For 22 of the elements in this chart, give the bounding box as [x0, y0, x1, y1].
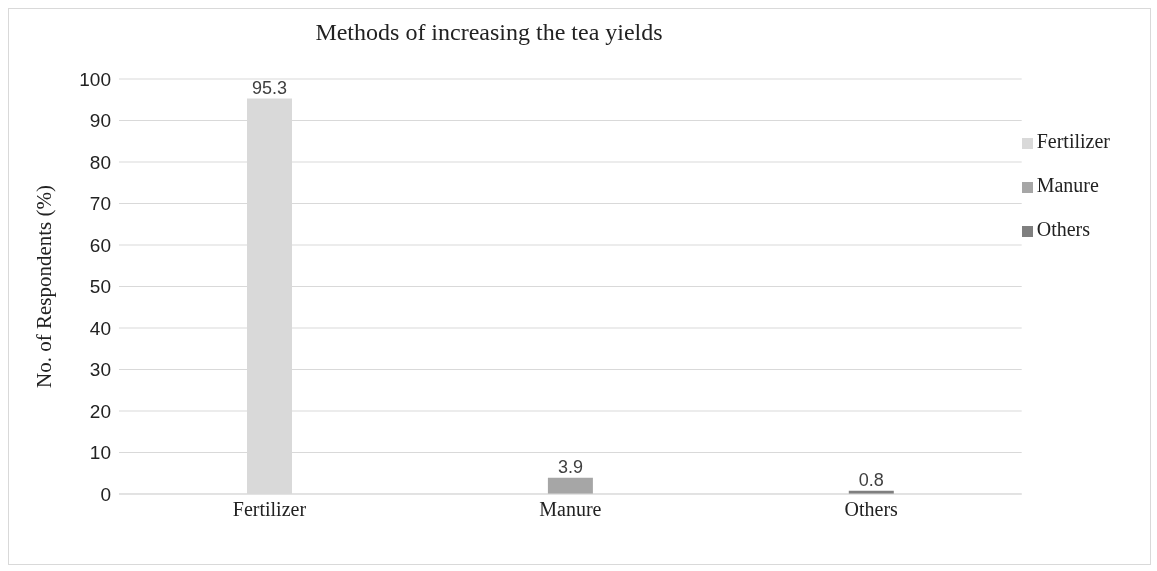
data-label: 3.9 — [557, 456, 583, 477]
x-tick-label: Manure — [539, 498, 602, 521]
legend-label: Manure — [1036, 174, 1099, 196]
legend-label: Fertilizer — [1036, 130, 1110, 152]
y-tick-label: 50 — [89, 276, 111, 298]
y-tick-label: 90 — [89, 110, 111, 132]
data-label: 0.8 — [858, 469, 884, 490]
x-tick-label: Fertilizer — [232, 498, 307, 521]
legend-label: Others — [1036, 218, 1091, 240]
y-tick-label: 0 — [100, 483, 111, 505]
data-label: 95.3 — [251, 77, 288, 98]
y-tick-label: 20 — [89, 400, 111, 422]
y-tick-label: 100 — [79, 68, 111, 90]
y-tick-label: 30 — [89, 359, 111, 381]
y-tick-label: 70 — [89, 193, 111, 215]
chart-title: Methods of increasing the tea yields — [314, 19, 664, 46]
y-tick-label: 80 — [89, 151, 111, 173]
y-tick-label: 40 — [89, 317, 111, 339]
x-tick-label: Others — [844, 498, 899, 521]
y-axis-title: No. of Respondents (%) — [32, 185, 57, 388]
y-tick-label: 60 — [89, 234, 111, 256]
y-tick-label: 10 — [89, 442, 111, 464]
